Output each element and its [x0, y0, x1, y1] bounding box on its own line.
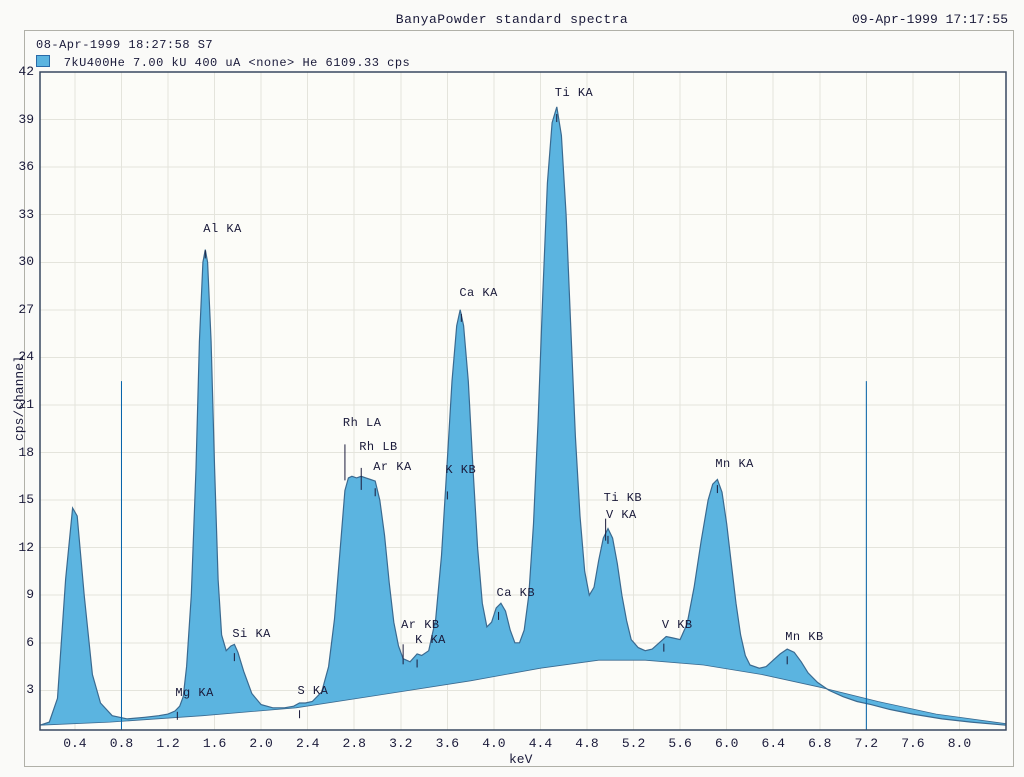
xtick: 4.8 — [569, 736, 605, 751]
peak-label: Mg KA — [175, 686, 214, 700]
ytick: 33 — [6, 207, 34, 222]
ytick: 27 — [6, 302, 34, 317]
xtick: 4.4 — [522, 736, 558, 751]
ytick: 30 — [6, 254, 34, 269]
ytick: 42 — [6, 64, 34, 79]
peak-label: Rh LB — [359, 440, 398, 454]
peak-label: Ca KB — [497, 586, 536, 600]
ytick: 3 — [6, 682, 34, 697]
peak-label: Mn KB — [785, 630, 824, 644]
peak-label: K KB — [445, 463, 476, 477]
peak-label: S KA — [298, 684, 329, 698]
xtick: 0.8 — [103, 736, 139, 751]
xtick: 4.0 — [476, 736, 512, 751]
xtick: 8.0 — [941, 736, 977, 751]
x-axis-label: keV — [509, 752, 532, 767]
peak-label: Ar KB — [401, 618, 440, 632]
xtick: 7.2 — [848, 736, 884, 751]
xtick: 2.8 — [336, 736, 372, 751]
peak-label: Si KA — [232, 627, 271, 641]
ytick: 9 — [6, 587, 34, 602]
xtick: 2.0 — [243, 736, 279, 751]
peak-label: Al KA — [203, 222, 242, 236]
xtick: 1.2 — [150, 736, 186, 751]
xtick: 1.6 — [197, 736, 233, 751]
xtick: 6.8 — [802, 736, 838, 751]
peak-label: Ti KA — [555, 86, 594, 100]
peak-label: Ar KA — [373, 460, 412, 474]
peak-label: Mn KA — [715, 457, 754, 471]
peak-label: Ca KA — [459, 286, 498, 300]
xtick: 2.4 — [290, 736, 326, 751]
peak-label: V KA — [606, 508, 637, 522]
peak-label: Ti KB — [604, 491, 643, 505]
xtick: 6.0 — [709, 736, 745, 751]
ytick: 36 — [6, 159, 34, 174]
xtick: 0.4 — [57, 736, 93, 751]
y-axis-label: cps/channel — [12, 355, 27, 441]
ytick: 18 — [6, 445, 34, 460]
xtick: 3.6 — [429, 736, 465, 751]
xtick: 3.2 — [383, 736, 419, 751]
ytick: 6 — [6, 635, 34, 650]
peak-label: K KA — [415, 633, 446, 647]
ytick: 12 — [6, 540, 34, 555]
xtick: 7.6 — [895, 736, 931, 751]
xtick: 5.6 — [662, 736, 698, 751]
ytick: 39 — [6, 112, 34, 127]
peak-label: Rh LA — [343, 416, 382, 430]
xtick: 5.2 — [616, 736, 652, 751]
ytick: 15 — [6, 492, 34, 507]
peak-label: V KB — [662, 618, 693, 632]
xtick: 6.4 — [755, 736, 791, 751]
